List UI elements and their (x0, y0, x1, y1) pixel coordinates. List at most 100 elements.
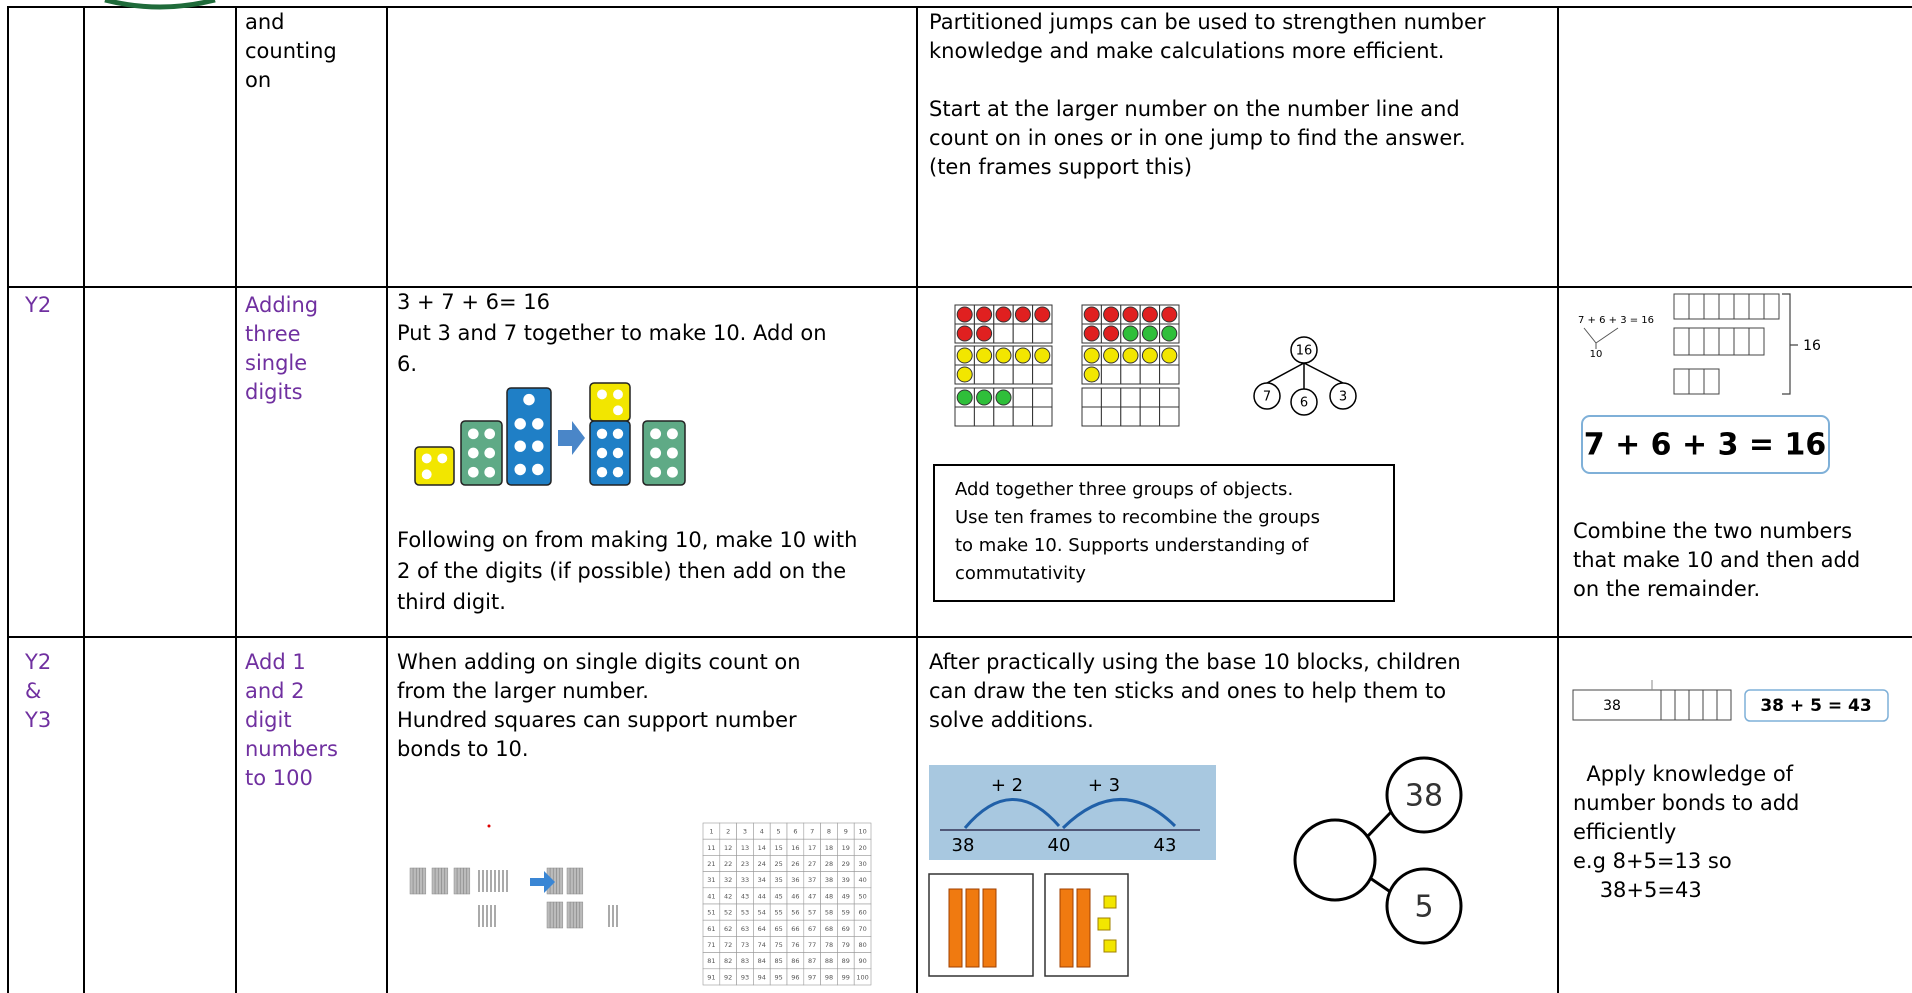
hundred-square-number: 37 (808, 876, 816, 884)
image-label: 38 (1603, 698, 1621, 714)
ten-stick (431, 867, 436, 895)
table-border (386, 6, 388, 993)
one-stick (506, 870, 508, 892)
counter (1141, 325, 1158, 342)
numicon-hole (613, 405, 623, 416)
method-text: 3 + 7 + 6= 16 (397, 290, 550, 314)
hundred-square-number: 96 (791, 973, 799, 981)
hundred-square-number: 56 (791, 909, 799, 917)
hundred-square-number: 38 (825, 876, 833, 884)
counter (995, 306, 1012, 323)
ten-stick (556, 867, 560, 895)
hundred-square-number: 83 (741, 957, 749, 965)
topic-text: Adding (245, 293, 319, 317)
bar-cell (1673, 293, 1690, 320)
jump-arc (1061, 798, 1177, 830)
hundred-square-number: 74 (758, 941, 766, 949)
representation-text: solve additions. (929, 708, 1094, 732)
ten-stick (456, 867, 461, 895)
hundred-square-number: 26 (791, 860, 799, 868)
table-border (83, 6, 85, 993)
ten-stick (556, 901, 560, 929)
ten-frame-cell (1032, 323, 1053, 344)
topic-text: to 100 (245, 766, 313, 790)
counter (1161, 306, 1178, 323)
representation-text: Start at the larger number on the number… (929, 97, 1460, 121)
counter (956, 306, 973, 323)
part-whole-circle (1329, 382, 1357, 410)
numicon-piece (460, 420, 503, 486)
hundred-square-number: 6 (793, 828, 797, 836)
ten-rod (948, 888, 963, 968)
hundred-square-number: 58 (825, 909, 833, 917)
hundred-square-number: 3 (743, 828, 747, 836)
hundred-square-number: 42 (724, 892, 732, 900)
hundred-square-number: 2 (726, 828, 730, 836)
image-label: 7 + 6 + 3 = 16 (1578, 315, 1654, 326)
equation-box (1744, 689, 1889, 722)
hundred-square-number: 60 (858, 909, 866, 917)
part-whole-circle (1385, 867, 1463, 945)
ten-stick (419, 867, 423, 895)
hundred-square-number: 5 (777, 828, 781, 836)
numicon-hole (421, 469, 432, 480)
image-label: 7 + 6 + 3 = 16 (1584, 428, 1826, 463)
ten-stick (463, 867, 467, 895)
topic-text: on (245, 68, 272, 92)
method-text: bonds to 10. (397, 737, 529, 761)
hundred-square-number: 62 (724, 925, 732, 933)
ten-stick (434, 867, 439, 895)
method-text: When adding on single digits count on (397, 650, 801, 674)
strategy-text: Apply knowledge of (1573, 762, 1794, 786)
one-stick (498, 870, 500, 892)
hundred-square-number: 72 (724, 941, 732, 949)
ten-stick (579, 867, 584, 895)
hundred-square-number: 36 (791, 876, 799, 884)
hundred-square-number: 40 (858, 876, 866, 884)
image-label: 3 (1339, 390, 1347, 405)
unit-cube (1103, 939, 1117, 953)
image-label: 38 (1405, 779, 1443, 814)
hundred-square-number: 88 (825, 957, 833, 965)
image-label: + 2 (991, 775, 1023, 796)
one-stick (608, 905, 610, 927)
numicon-hole (514, 418, 526, 430)
counter (1103, 347, 1120, 364)
bar-cell (1748, 293, 1765, 320)
representation-text: Partitioned jumps can be used to strengt… (929, 10, 1486, 34)
equation-box (1581, 415, 1830, 474)
strategy-text: on the remainder. (1573, 577, 1761, 601)
hundred-square-number: 55 (774, 909, 782, 917)
counter (1103, 306, 1120, 323)
counter (1161, 325, 1178, 342)
hundred-square-number: 28 (825, 860, 833, 868)
numicon-hole (596, 447, 608, 459)
counter (1083, 306, 1100, 323)
hundred-square-number: 100 (856, 973, 868, 981)
connector (1369, 876, 1393, 895)
counter (956, 366, 973, 383)
ten-frame-cell (1081, 387, 1102, 408)
hundred-square-number: 14 (758, 844, 766, 852)
topic-text: digits (245, 380, 303, 404)
counter (1083, 366, 1100, 383)
hundred-square-number: 29 (842, 860, 850, 868)
numicon-piece (589, 382, 631, 422)
strategy-text: e.g 8+5=13 so (1573, 849, 1732, 873)
numicon-hole (650, 428, 662, 440)
bar-cell (1733, 327, 1750, 356)
hundred-square-number: 65 (774, 925, 782, 933)
hundred-square-number: 70 (858, 925, 866, 933)
hundred-square-number: 90 (858, 957, 866, 965)
topic-text: and 2 (245, 679, 305, 703)
block-frame (928, 873, 1034, 977)
one-stick (502, 870, 504, 892)
hundred-square-number: 93 (741, 973, 749, 981)
hundred-square-number: 78 (825, 941, 833, 949)
hundred-square-number: 31 (707, 876, 715, 884)
one-stick (490, 870, 492, 892)
box-text: to make 10. Supports understanding of (955, 535, 1309, 556)
ten-frame-cell (1081, 406, 1102, 427)
method-text: third digit. (397, 590, 506, 614)
